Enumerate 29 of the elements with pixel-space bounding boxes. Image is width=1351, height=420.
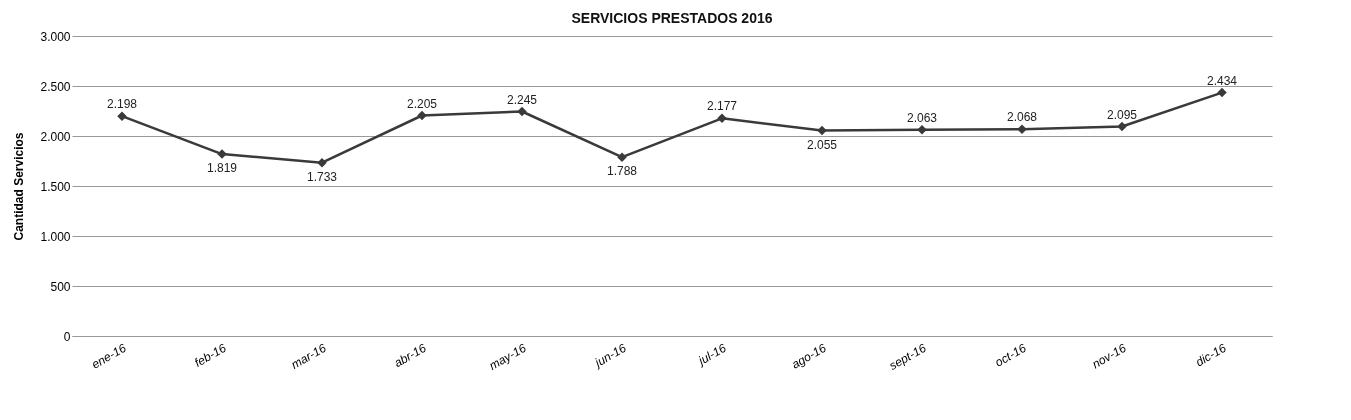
data-label: 2.434	[1206, 73, 1238, 88]
chart-title: SERVICIOS PRESTADOS 2016	[571, 10, 773, 26]
y-tick-label: 0	[63, 329, 71, 344]
point	[1217, 87, 1227, 98]
y-tick-label: 1.000	[40, 229, 71, 244]
y-tick-label: 2.500	[40, 79, 71, 94]
data-label: 2.095	[1106, 107, 1138, 122]
point	[817, 125, 827, 136]
data-label: 2.198	[106, 97, 138, 112]
data-label: 2.055	[806, 137, 838, 152]
point	[1117, 121, 1127, 132]
data-label: 2.063	[906, 110, 938, 125]
point	[717, 113, 727, 124]
data-label: 1.819	[206, 161, 238, 176]
data-label: 2.245	[506, 92, 538, 107]
data-label: 2.177	[706, 99, 738, 114]
point	[917, 124, 927, 135]
y-tick-label: 3.000	[40, 29, 71, 44]
point	[317, 157, 327, 168]
point	[417, 110, 427, 121]
data-label: 1.788	[606, 164, 638, 179]
data-label: 1.733	[306, 169, 338, 184]
data-label: 2.205	[406, 96, 438, 111]
y-tick-label: 500	[50, 279, 71, 294]
y-tick-label: 1.500	[40, 179, 71, 194]
y-tick-label: 2.000	[40, 129, 71, 144]
point	[517, 106, 527, 117]
y-axis-title: Cantidad Servicios	[12, 132, 27, 241]
data-label: 2.068	[1006, 110, 1038, 125]
